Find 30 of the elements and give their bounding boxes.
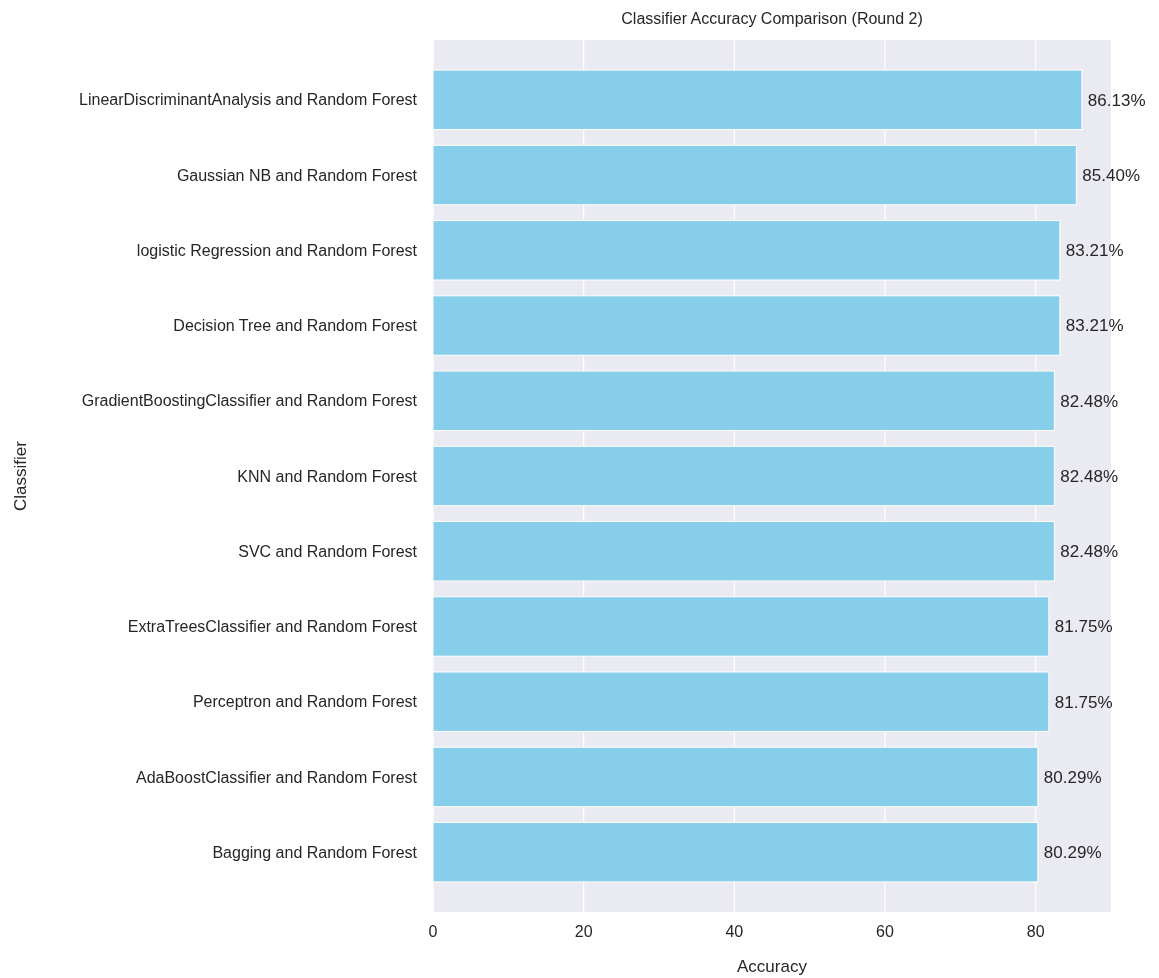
y-tick-label: SVC and Random Forest: [238, 542, 418, 560]
y-tick-label: Gaussian NB and Random Forest: [176, 166, 418, 184]
data-label: 85.40%: [1082, 166, 1141, 185]
y-tick-label: logistic Regression and Random Forest: [136, 241, 418, 259]
y-tick-label: ExtraTreesClassifier and Random Forest: [127, 618, 418, 636]
y-tick-label: KNN and Random Forest: [237, 467, 418, 485]
data-label: 81.75%: [1054, 692, 1113, 712]
data-label: 83.21%: [1065, 316, 1124, 336]
data-label: 83.21%: [1065, 241, 1124, 261]
chart-title: Classifier Accuracy Comparison (Round 2): [621, 10, 923, 27]
y-tick-label: AdaBoostClassifier and Random Forest: [135, 768, 418, 786]
x-tick-label: 20: [574, 923, 593, 940]
y-axis-title: Classifier: [11, 440, 30, 511]
y-tick-label: GradientBoostingClassifier and Random Forest: [81, 392, 418, 410]
y-tick-label: Decision Tree and Random Forest: [173, 317, 418, 335]
x-tick-label: 0: [428, 923, 438, 940]
x-axis-title: Accuracy: [737, 957, 808, 976]
data-label: 80.29%: [1043, 843, 1102, 863]
y-tick-label: Perceptron and Random Forest: [192, 693, 418, 711]
x-tick-label: 80: [1026, 923, 1045, 940]
y-tick-label: LinearDiscriminantAnalysis and Random Forest: [79, 91, 418, 109]
data-label: 80.29%: [1043, 767, 1102, 787]
data-label: 82.48%: [1060, 542, 1119, 562]
y-tick-label: Bagging and Random Forest: [212, 843, 418, 861]
data-label: 82.48%: [1060, 466, 1119, 486]
data-label: 86.13%: [1087, 90, 1146, 110]
data-label: 81.75%: [1054, 617, 1113, 637]
data-label: 82.48%: [1060, 391, 1119, 411]
x-tick-label: 60: [876, 923, 894, 940]
x-tick-label: 40: [725, 923, 744, 940]
